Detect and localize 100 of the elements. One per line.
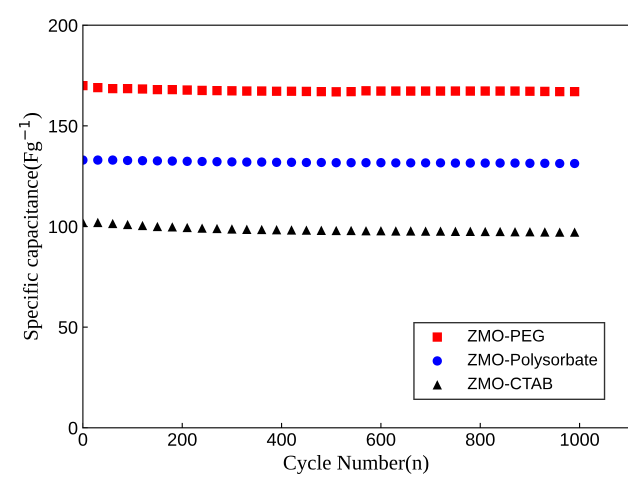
legend-label: ZMO-Polysorbate [468, 353, 598, 369]
point [138, 84, 148, 94]
point [450, 226, 460, 236]
point [242, 86, 252, 96]
point [286, 225, 296, 235]
point [122, 156, 132, 166]
point [376, 86, 386, 96]
point [227, 157, 237, 167]
point [212, 86, 222, 96]
point [138, 156, 148, 166]
point [406, 86, 416, 96]
point [152, 156, 162, 166]
point [346, 86, 356, 96]
point [212, 224, 222, 234]
point [242, 224, 252, 234]
point [257, 86, 266, 96]
point [525, 158, 535, 168]
point [420, 226, 430, 236]
point [480, 226, 490, 236]
y-tick-label: 0 [68, 422, 78, 434]
point [346, 226, 356, 236]
point [376, 158, 386, 168]
point [272, 86, 282, 96]
legend-label: ZMO-CTAB [468, 378, 552, 390]
point [570, 158, 580, 168]
y-tick-label: 150 [49, 120, 78, 133]
point [152, 84, 162, 94]
point [182, 85, 192, 95]
point [122, 84, 132, 94]
point [332, 158, 341, 168]
point [302, 86, 312, 96]
point [406, 226, 416, 236]
point [302, 225, 312, 235]
point [272, 158, 282, 167]
point [420, 86, 430, 96]
point [182, 156, 192, 166]
point [168, 156, 177, 166]
point [332, 226, 341, 236]
point [510, 227, 520, 236]
point [302, 158, 312, 168]
point [420, 158, 430, 168]
point [152, 222, 162, 232]
point [346, 158, 356, 168]
point [316, 226, 326, 235]
point [391, 86, 400, 96]
point [510, 86, 520, 96]
point [480, 158, 490, 168]
point [257, 157, 266, 167]
point [93, 155, 102, 165]
point [555, 158, 564, 168]
point [227, 86, 237, 96]
point [168, 222, 177, 232]
x-tick-label: 400 [266, 433, 296, 446]
x-tick-label: 0 [78, 433, 88, 446]
point [450, 158, 460, 168]
x-tick-label: 1000 [560, 433, 599, 446]
point [361, 226, 371, 236]
point [212, 157, 222, 166]
y-axis-title: Specific capacitance(Fg$^{−1}$) [19, 113, 42, 340]
point [540, 158, 550, 168]
y-tick-label: 100 [49, 220, 78, 234]
point [495, 86, 505, 96]
x-tick-label: 800 [466, 433, 495, 446]
point [361, 158, 371, 168]
point [332, 87, 341, 96]
x-tick-label: 200 [168, 433, 197, 446]
point [108, 155, 118, 165]
point [495, 158, 505, 168]
point [316, 158, 326, 168]
point [93, 82, 102, 92]
point [122, 220, 132, 230]
point [361, 86, 371, 96]
point [182, 222, 192, 232]
point [436, 86, 446, 96]
point [436, 158, 446, 168]
point [436, 226, 446, 236]
point [555, 86, 564, 96]
legend-label: ZMO-PEG [468, 330, 544, 342]
point [242, 157, 252, 167]
point [495, 226, 505, 236]
point [376, 226, 386, 236]
point [510, 158, 520, 168]
point [257, 224, 266, 234]
point [197, 156, 207, 166]
point [227, 224, 237, 234]
point [540, 86, 550, 96]
point [138, 220, 148, 230]
point [93, 218, 102, 228]
point [406, 158, 416, 168]
y-tick-label: 50 [58, 321, 78, 334]
point [108, 218, 118, 228]
point [525, 227, 535, 236]
point [391, 226, 400, 236]
point [286, 158, 296, 167]
point [197, 86, 207, 96]
point [108, 84, 118, 94]
point [466, 226, 475, 236]
point [286, 86, 296, 96]
point [525, 86, 535, 96]
point [272, 225, 282, 234]
